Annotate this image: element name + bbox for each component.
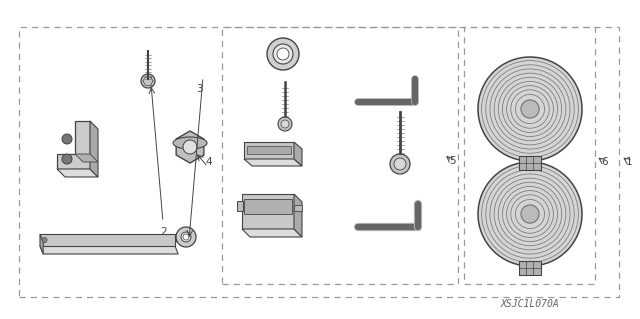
Polygon shape — [247, 146, 291, 154]
Circle shape — [42, 238, 47, 242]
Ellipse shape — [521, 100, 539, 118]
Circle shape — [62, 154, 72, 164]
Polygon shape — [244, 199, 292, 214]
Circle shape — [355, 100, 360, 105]
Polygon shape — [294, 194, 302, 237]
Polygon shape — [40, 246, 178, 254]
Polygon shape — [40, 234, 175, 246]
Polygon shape — [244, 142, 294, 159]
Polygon shape — [40, 234, 44, 254]
Polygon shape — [242, 229, 302, 237]
Circle shape — [183, 140, 197, 154]
Bar — [237, 201, 243, 211]
Circle shape — [277, 48, 289, 60]
Circle shape — [415, 201, 421, 207]
Polygon shape — [294, 142, 302, 166]
Polygon shape — [57, 169, 98, 177]
Ellipse shape — [173, 137, 207, 149]
Ellipse shape — [521, 205, 539, 223]
Polygon shape — [176, 131, 204, 163]
Text: 6: 6 — [601, 157, 607, 167]
Bar — [294, 205, 302, 211]
Circle shape — [176, 227, 196, 247]
Text: 4: 4 — [205, 157, 212, 167]
Circle shape — [390, 154, 410, 174]
Ellipse shape — [478, 57, 582, 161]
Bar — [519, 261, 541, 275]
Circle shape — [62, 134, 72, 144]
Polygon shape — [90, 121, 98, 177]
Circle shape — [394, 158, 406, 170]
Polygon shape — [75, 154, 98, 162]
Text: 3: 3 — [196, 84, 203, 94]
Circle shape — [273, 44, 293, 64]
Circle shape — [281, 120, 289, 128]
Text: XSJC1L070A: XSJC1L070A — [500, 299, 559, 309]
Polygon shape — [244, 159, 302, 166]
Polygon shape — [57, 121, 90, 169]
Circle shape — [183, 234, 189, 240]
Circle shape — [278, 117, 292, 131]
Polygon shape — [242, 194, 294, 229]
Circle shape — [141, 74, 155, 88]
Circle shape — [175, 238, 180, 242]
Bar — [519, 156, 541, 170]
Circle shape — [355, 224, 361, 230]
Text: 1: 1 — [626, 157, 632, 167]
Circle shape — [267, 38, 299, 70]
Circle shape — [413, 77, 417, 81]
Text: 2: 2 — [160, 227, 166, 237]
Ellipse shape — [478, 162, 582, 266]
Circle shape — [181, 232, 191, 242]
Text: 5: 5 — [449, 156, 456, 166]
